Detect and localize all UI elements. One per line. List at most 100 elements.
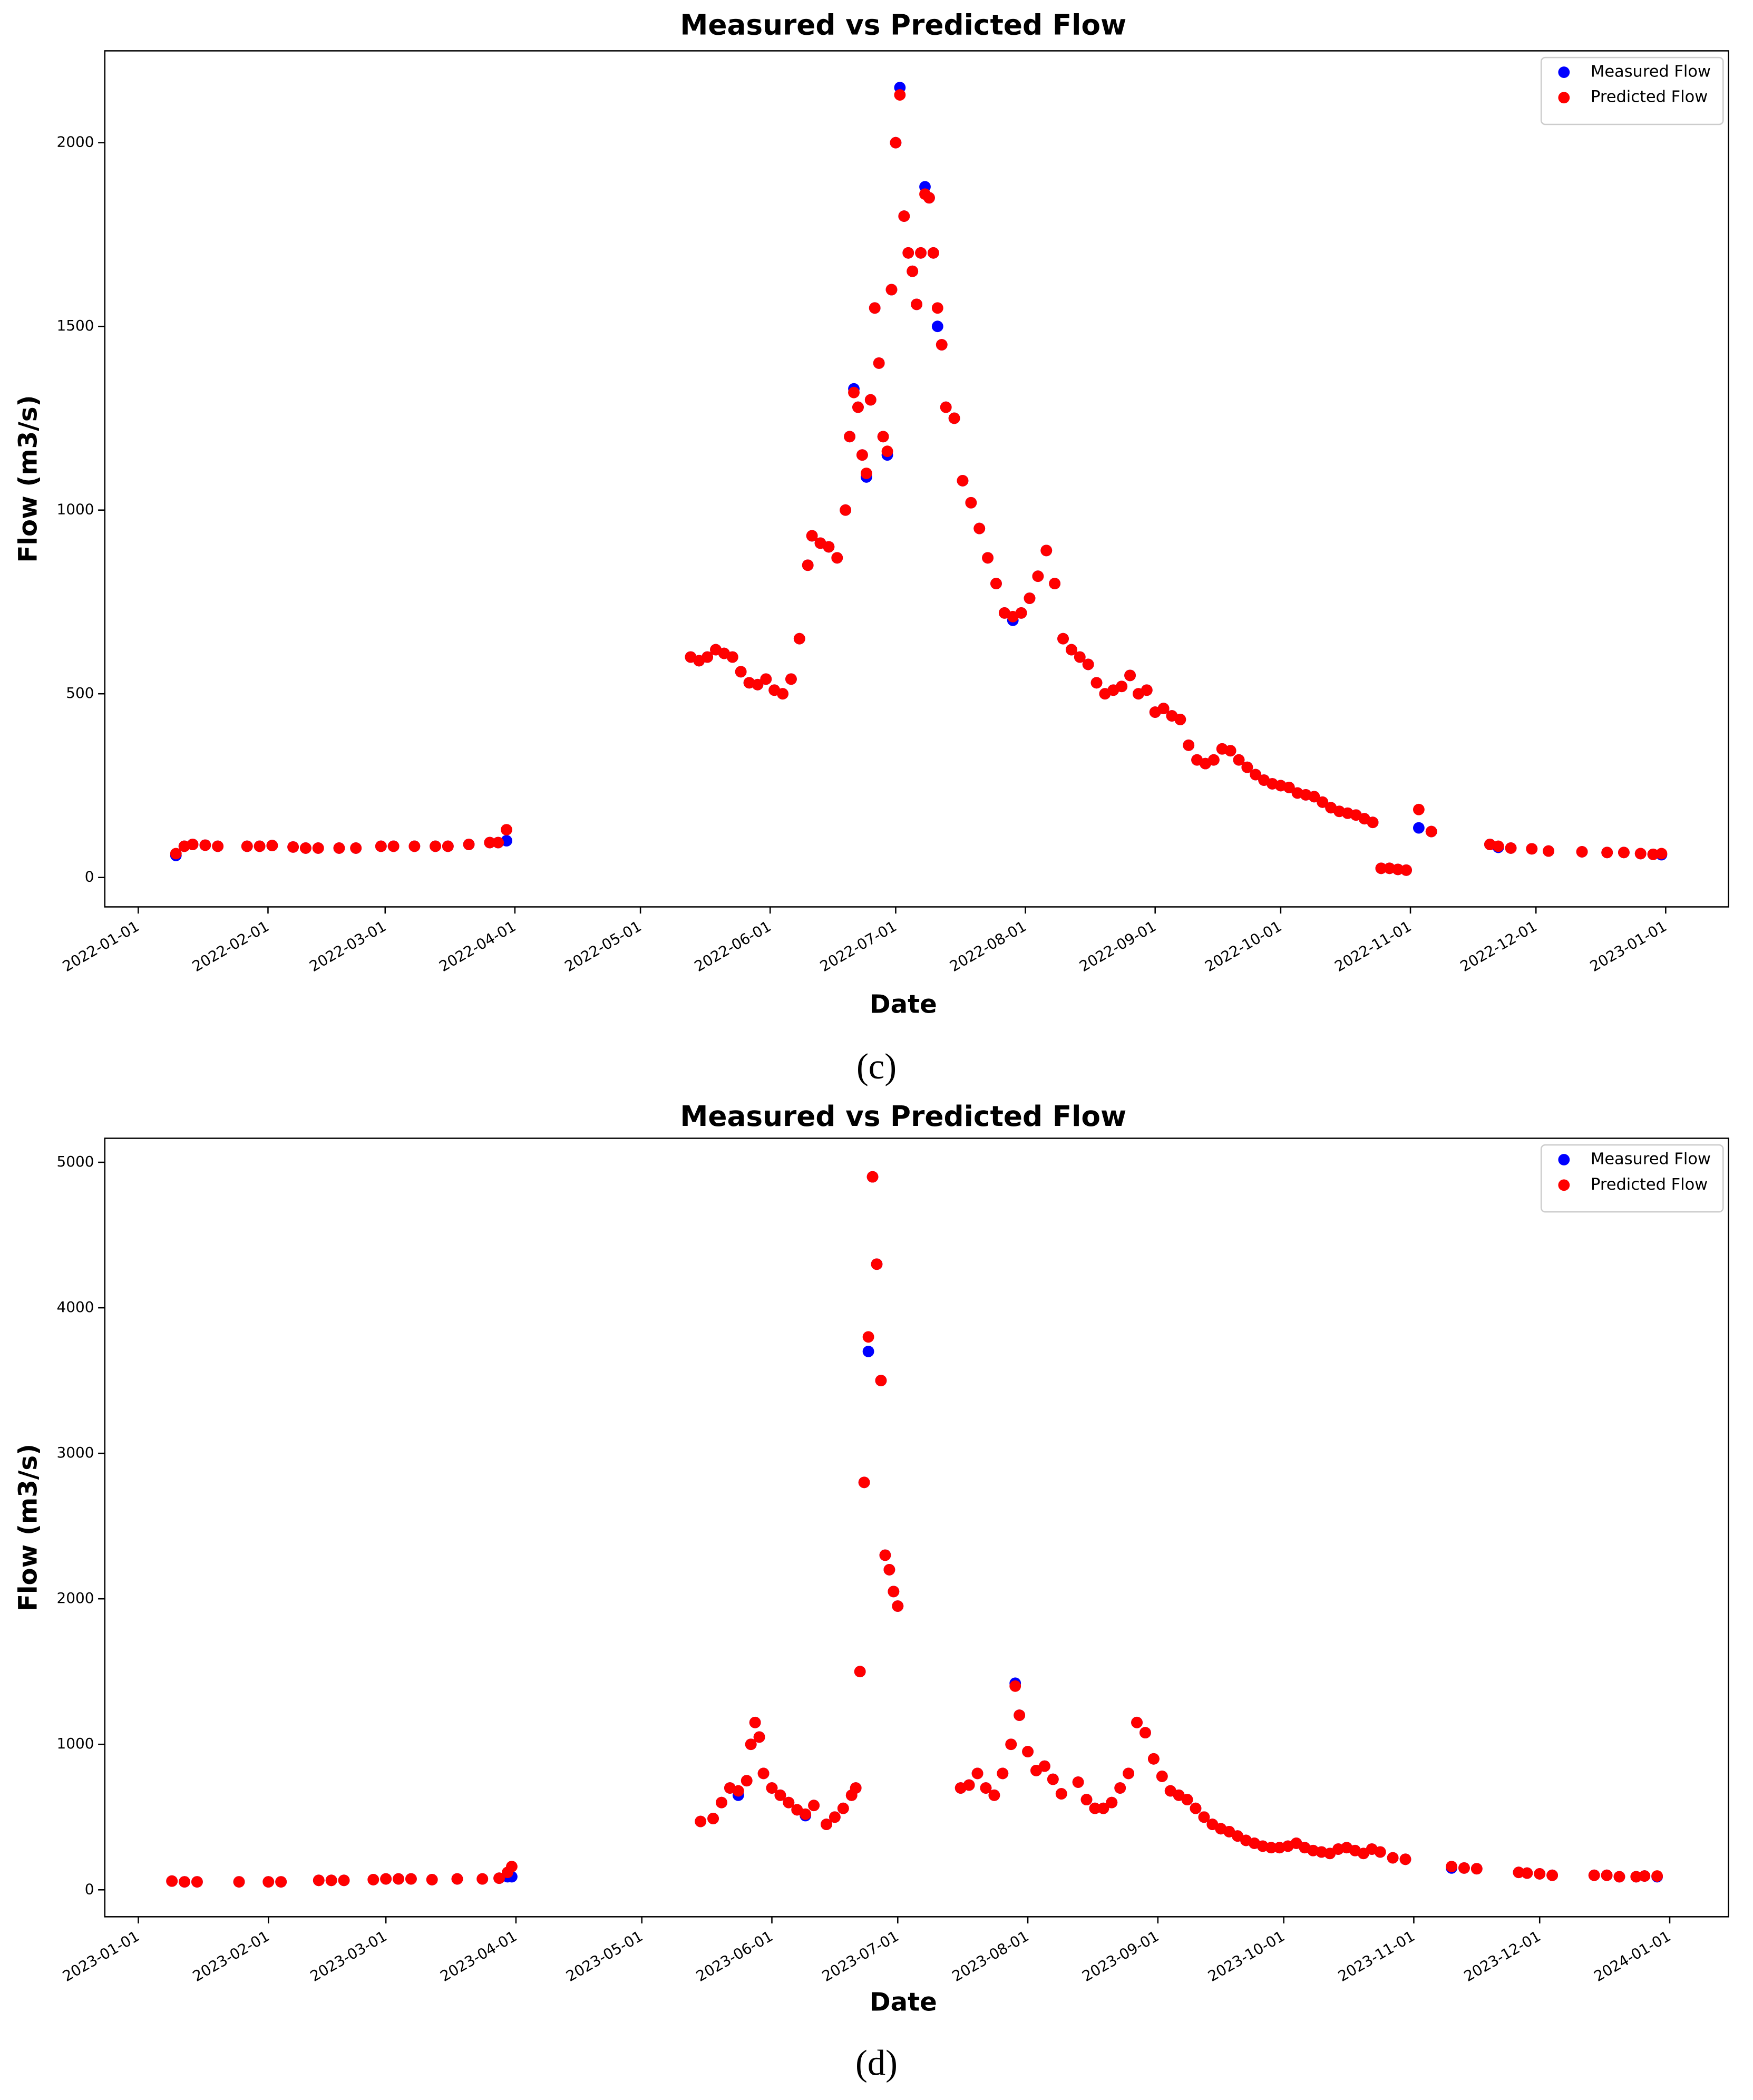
data-point [735, 666, 747, 678]
data-point [1040, 545, 1053, 557]
data-point [380, 1873, 392, 1885]
data-point [1082, 658, 1094, 670]
data-point [1265, 1842, 1277, 1854]
data-point [1505, 842, 1517, 854]
data-point [990, 578, 1002, 590]
data-point [875, 1375, 887, 1387]
data-point [1057, 633, 1069, 645]
data-point [749, 1716, 761, 1728]
data-point [988, 1789, 1000, 1801]
x-tick-label: 2022-07-01 [817, 917, 900, 975]
data-point [802, 559, 814, 571]
data-point [1022, 1746, 1034, 1757]
y-tick-label: 1500 [56, 317, 94, 334]
data-point [1492, 840, 1504, 852]
data-point [829, 1811, 841, 1823]
data-point [965, 497, 977, 509]
data-point [766, 1782, 778, 1794]
data-point [823, 541, 835, 553]
data-point [864, 394, 876, 406]
y-tick-label: 2000 [56, 1589, 94, 1607]
data-point [484, 837, 496, 849]
x-tick-label: 2022-12-01 [1457, 917, 1540, 975]
chart-title: Measured vs Predicted Flow [680, 1100, 1126, 1133]
data-point [774, 1789, 786, 1801]
data-point [1055, 1788, 1067, 1800]
x-tick-label: 2022-06-01 [692, 917, 774, 975]
data-point [997, 1767, 1009, 1780]
data-point [902, 247, 914, 259]
data-point [840, 504, 852, 516]
data-point [1521, 1867, 1533, 1879]
data-point [883, 1564, 895, 1576]
x-tick-label: 2023-06-01 [693, 1927, 776, 1985]
legend-box [1540, 1144, 1724, 1213]
data-point [1039, 1760, 1050, 1772]
x-tick-label: 2022-04-01 [436, 917, 519, 975]
data-point [1367, 816, 1379, 829]
data-point [476, 1873, 489, 1885]
data-point [426, 1874, 438, 1885]
data-point [927, 247, 939, 259]
data-point [837, 1802, 849, 1814]
data-point [1032, 570, 1044, 582]
data-point [752, 678, 764, 691]
data-point [707, 1813, 719, 1824]
data-point [187, 839, 199, 850]
y-tick-label: 5000 [56, 1153, 94, 1170]
data-point [848, 386, 860, 398]
data-point [1317, 796, 1329, 808]
x-axis-label: Date [870, 989, 937, 1019]
data-point [333, 842, 345, 854]
data-point [1065, 644, 1077, 656]
data-point [957, 475, 969, 487]
data-point [1207, 754, 1220, 766]
data-point [1183, 739, 1195, 751]
y-axis-label: Flow (m3/s) [14, 395, 43, 562]
data-point [973, 522, 986, 534]
data-point [963, 1779, 975, 1791]
y-tick-label: 3000 [56, 1444, 94, 1461]
data-point [287, 841, 299, 853]
x-tick-label: 2023-03-01 [307, 1927, 390, 1985]
data-point [1080, 1794, 1093, 1806]
y-axis-label: Flow (m3/s) [14, 1444, 43, 1611]
x-tick-label: 2023-01-01 [60, 1927, 142, 1985]
data-point [1097, 1802, 1109, 1814]
data-point [1072, 1776, 1084, 1788]
data-point [866, 1171, 879, 1183]
data-point [1190, 1802, 1202, 1814]
data-point [831, 552, 843, 564]
data-point [1198, 1811, 1210, 1823]
data-point [1458, 1862, 1470, 1874]
data-point [982, 552, 994, 564]
data-point [850, 1782, 862, 1794]
data-point [890, 137, 902, 149]
data-point [793, 633, 805, 645]
data-point [1639, 1870, 1651, 1882]
x-tick-label: 2023-08-01 [949, 1927, 1032, 1985]
data-point [858, 1476, 870, 1489]
figure-caption: (c) [856, 1046, 897, 1086]
data-point [1618, 847, 1630, 859]
plot-frame [104, 50, 1729, 908]
data-point [931, 302, 943, 314]
data-point [907, 265, 919, 277]
data-point [1387, 1852, 1399, 1864]
data-point [783, 1796, 795, 1809]
data-point [1634, 848, 1647, 860]
data-point [1005, 1738, 1017, 1751]
data-point [179, 1876, 190, 1888]
data-point [300, 842, 311, 854]
data-point [1140, 1727, 1151, 1739]
legend-label: Measured Flow [1591, 1150, 1711, 1169]
data-point [1014, 1709, 1026, 1721]
legend-label: Predicted Flow [1591, 88, 1708, 106]
data-point [869, 302, 881, 314]
data-point [1181, 1794, 1193, 1806]
data-point [785, 673, 797, 685]
data-point [313, 1874, 325, 1887]
data-point [463, 839, 475, 850]
data-point [1588, 1869, 1600, 1881]
